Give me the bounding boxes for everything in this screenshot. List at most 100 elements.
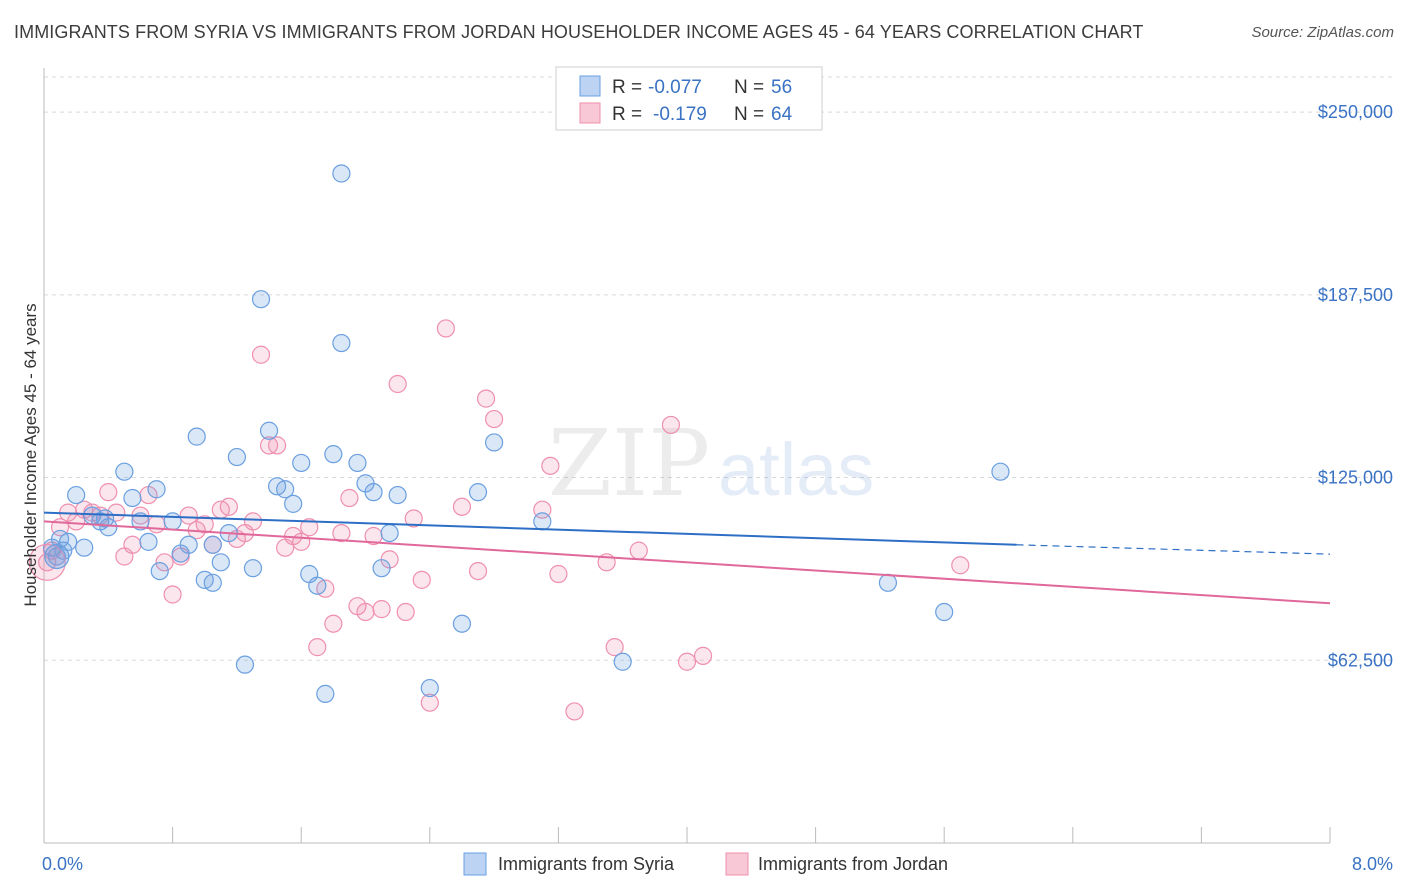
legend-n-label-syria: N = xyxy=(734,77,764,98)
point-syria-10 xyxy=(99,518,118,537)
point-syria-54 xyxy=(935,602,954,622)
point-syria-12 xyxy=(123,488,142,508)
point-jordan-63 xyxy=(693,646,713,665)
point-syria-52 xyxy=(613,652,632,671)
point-jordan-60 xyxy=(629,541,648,560)
x-tick-labels: 0.0% 8.0% xyxy=(42,854,1393,874)
point-jordan-16 xyxy=(163,585,182,604)
x-tick-label-0: 0.0% xyxy=(42,854,83,874)
point-syria-cluster xyxy=(44,543,70,570)
point-syria-33 xyxy=(284,494,303,513)
point-jordan-48 xyxy=(420,693,439,712)
bottom-legend-jordan: Immigrants from Jordan xyxy=(758,854,948,874)
point-syria-37 xyxy=(316,684,335,703)
point-syria-22 xyxy=(203,573,222,592)
point-jordan-42 xyxy=(372,600,391,619)
point-syria-26 xyxy=(227,447,246,467)
point-jordan-18 xyxy=(179,506,198,525)
legend-n-jordan: 64 xyxy=(771,104,793,125)
point-jordan-29 xyxy=(267,436,287,455)
point-syria-53 xyxy=(878,573,898,592)
point-jordan-59 xyxy=(605,638,624,657)
legend-swatch-syria xyxy=(579,75,601,97)
point-syria-45 xyxy=(380,523,399,543)
point-jordan-20 xyxy=(195,515,214,534)
point-syria-36 xyxy=(308,576,327,595)
y-tick-labels: $62,500 $125,000 $187,500 $250,000 xyxy=(1318,102,1393,670)
point-jordan-61 xyxy=(661,415,681,435)
point-jordan-27 xyxy=(251,345,271,364)
point-syria-3 xyxy=(54,541,73,560)
y-tick-label-0: $62,500 xyxy=(1328,650,1393,670)
point-jordan-40 xyxy=(356,602,375,622)
point-syria-46 xyxy=(388,485,407,505)
point-syria-32 xyxy=(276,480,295,499)
legend-n-syria: 56 xyxy=(771,77,792,98)
point-syria-23 xyxy=(203,535,222,554)
point-syria-30 xyxy=(259,421,279,440)
point-syria-11 xyxy=(115,462,134,481)
point-syria-51 xyxy=(533,512,552,531)
point-jordan-14 xyxy=(147,515,166,534)
bottom-legend-swatch-syria xyxy=(463,852,487,876)
point-syria-28 xyxy=(243,559,263,578)
point-jordan-44 xyxy=(388,374,407,394)
legend-n-label-jordan: N = xyxy=(734,104,764,125)
correlation-legend: R = -0.077 N = 56 R = -0.179 N = 64 xyxy=(555,66,823,131)
data-points xyxy=(28,164,1010,721)
bottom-legend-syria: Immigrants from Syria xyxy=(498,854,675,874)
point-syria-48 xyxy=(452,614,472,633)
point-jordan-64 xyxy=(951,556,970,575)
series-legend: Immigrants from Syria Immigrants from Jo… xyxy=(463,852,948,876)
point-jordan-46 xyxy=(404,509,423,528)
point-jordan-15 xyxy=(155,553,174,572)
point-syria-50 xyxy=(485,433,504,452)
trend-line-jordan xyxy=(43,520,1331,605)
point-jordan-37 xyxy=(332,523,351,543)
bottom-legend-swatch-jordan xyxy=(725,852,749,876)
point-syria-5 xyxy=(67,485,86,505)
point-syria-43 xyxy=(364,483,383,502)
source-note: Source: ZipAtlas.com xyxy=(1251,24,1394,41)
y-axis-label: Householder Income Ages 45 - 64 years xyxy=(21,303,40,606)
point-jordan-57 xyxy=(565,702,584,721)
chart-title: IMMIGRANTS FROM SYRIA VS IMMIGRANTS FROM… xyxy=(14,22,1144,42)
trend-line-syria xyxy=(43,511,1017,546)
trend-lines xyxy=(43,511,1331,605)
point-jordan-62 xyxy=(677,652,697,671)
point-jordan-8 xyxy=(99,483,118,502)
point-syria-13 xyxy=(131,512,150,531)
watermark-zip: ZIP xyxy=(548,410,710,517)
point-jordan-47 xyxy=(412,570,431,589)
point-syria-19 xyxy=(179,535,198,554)
point-syria-44 xyxy=(372,559,391,578)
point-jordan-11 xyxy=(123,535,142,554)
point-syria-29 xyxy=(251,290,271,309)
x-tick-label-1: 8.0% xyxy=(1352,854,1393,874)
point-syria-17 xyxy=(163,512,182,531)
point-syria-27 xyxy=(235,655,255,674)
legend-r-jordan: -0.179 xyxy=(653,104,707,125)
point-jordan-33 xyxy=(300,518,319,537)
point-jordan-49 xyxy=(436,319,455,338)
legend-r-label-jordan: R = xyxy=(612,104,642,125)
point-jordan-26 xyxy=(243,512,263,531)
point-syria-14 xyxy=(139,532,158,551)
point-jordan-9 xyxy=(107,503,126,522)
point-syria-55 xyxy=(991,462,1010,481)
point-jordan-53 xyxy=(485,409,504,429)
legend-r-syria: -0.077 xyxy=(648,77,702,98)
point-jordan-50 xyxy=(452,497,472,516)
point-syria-20 xyxy=(187,427,206,446)
point-jordan-36 xyxy=(324,614,343,633)
point-syria-15 xyxy=(147,480,166,499)
legend-r-label-syria: R = xyxy=(612,77,642,98)
y-tick-label-1: $125,000 xyxy=(1318,468,1393,488)
point-jordan-56 xyxy=(549,564,568,584)
trend-line-syria-extension xyxy=(1016,544,1331,555)
point-syria-49 xyxy=(468,483,488,502)
watermark: ZIP atlas xyxy=(548,410,874,517)
point-syria-41 xyxy=(348,453,367,473)
point-jordan-52 xyxy=(476,389,496,408)
